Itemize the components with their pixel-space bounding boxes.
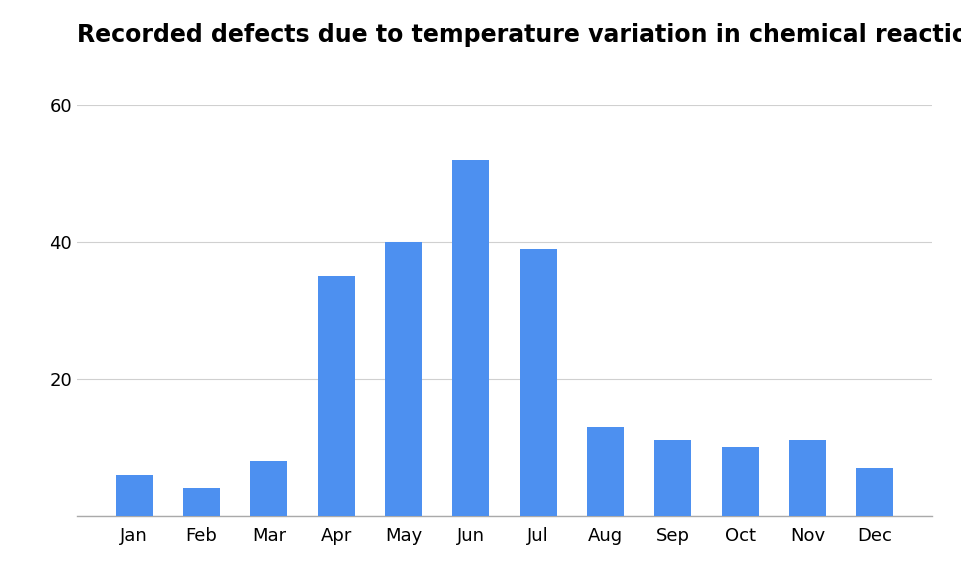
Bar — [184, 488, 220, 516]
Bar — [789, 441, 825, 516]
Bar — [587, 427, 624, 516]
Bar — [856, 468, 894, 516]
Bar — [251, 461, 287, 516]
Bar — [722, 447, 758, 516]
Bar — [115, 475, 153, 516]
Bar — [318, 277, 355, 516]
Bar — [520, 249, 556, 516]
Bar — [385, 242, 422, 516]
Bar — [654, 441, 691, 516]
Bar — [453, 160, 489, 516]
Text: Recorded defects due to temperature variation in chemical reaction: Recorded defects due to temperature vari… — [77, 23, 961, 47]
